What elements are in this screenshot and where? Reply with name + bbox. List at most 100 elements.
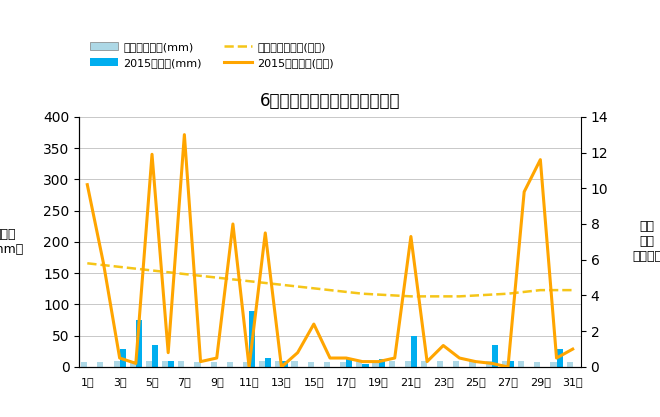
Bar xyxy=(195,362,201,367)
Bar xyxy=(292,361,298,367)
2015日照時間(時間) xyxy=(245,364,253,369)
2015日照時間(時間) xyxy=(440,343,447,348)
Bar xyxy=(437,361,444,367)
Bar xyxy=(275,361,281,367)
Y-axis label: 日照
時間
（時間）: 日照 時間 （時間） xyxy=(632,220,660,264)
日照時間平年値(時間) xyxy=(504,291,512,296)
2015日照時間(時間) xyxy=(423,359,431,364)
Bar xyxy=(508,361,514,367)
2015日照時間(時間) xyxy=(83,182,91,187)
Bar xyxy=(411,336,417,367)
Bar xyxy=(550,362,556,367)
日照時間平年値(時間) xyxy=(537,288,544,293)
日照時間平年値(時間) xyxy=(294,284,302,289)
Y-axis label: 降水量
（mm）: 降水量 （mm） xyxy=(0,228,24,256)
日照時間平年値(時間) xyxy=(245,279,253,284)
Bar xyxy=(162,361,168,367)
Bar xyxy=(129,361,136,367)
日照時間平年値(時間) xyxy=(180,271,188,276)
Bar xyxy=(346,359,352,367)
Bar xyxy=(243,362,249,367)
Bar xyxy=(405,361,411,367)
Bar xyxy=(486,361,492,367)
2015日照時間(時間) xyxy=(552,356,560,361)
Bar xyxy=(372,361,379,367)
Bar xyxy=(362,364,368,367)
日照時間平年値(時間) xyxy=(213,275,220,280)
2015日照時間(時間) xyxy=(229,221,237,226)
Bar xyxy=(502,361,508,367)
Title: 6月降水量・日照時間（日別）: 6月降水量・日照時間（日別） xyxy=(260,92,400,110)
Bar xyxy=(379,359,385,367)
Bar xyxy=(146,361,152,367)
Line: 2015日照時間(時間): 2015日照時間(時間) xyxy=(87,135,573,367)
2015日照時間(時間) xyxy=(488,361,496,366)
Bar xyxy=(259,361,265,367)
日照時間平年値(時間) xyxy=(148,268,156,273)
2015日照時間(時間) xyxy=(569,347,577,352)
2015日照時間(時間) xyxy=(375,359,383,364)
日照時間平年値(時間) xyxy=(229,277,237,282)
日照時間平年値(時間) xyxy=(552,288,560,293)
Bar xyxy=(534,362,541,367)
Bar xyxy=(265,358,271,367)
Bar xyxy=(227,362,233,367)
2015日照時間(時間) xyxy=(197,359,205,364)
2015日照時間(時間) xyxy=(115,356,123,361)
日照時間平年値(時間) xyxy=(391,293,399,298)
日照時間平年値(時間) xyxy=(423,294,431,299)
日照時間平年値(時間) xyxy=(100,263,108,268)
日照時間平年値(時間) xyxy=(132,266,140,271)
Bar xyxy=(340,362,347,367)
2015日照時間(時間) xyxy=(294,350,302,355)
日照時間平年値(時間) xyxy=(326,288,334,293)
Bar xyxy=(389,361,395,367)
日照時間平年値(時間) xyxy=(164,270,172,275)
Bar xyxy=(453,361,459,367)
Bar xyxy=(211,362,216,367)
2015日照時間(時間) xyxy=(213,356,220,361)
2015日照時間(時間) xyxy=(132,361,140,366)
日照時間平年値(時間) xyxy=(343,289,350,294)
Bar xyxy=(566,362,573,367)
2015日照時間(時間) xyxy=(407,234,415,239)
Bar xyxy=(249,311,255,367)
日照時間平年値(時間) xyxy=(569,288,577,293)
日照時間平年値(時間) xyxy=(358,291,366,296)
日照時間平年値(時間) xyxy=(277,282,285,287)
Bar xyxy=(168,361,174,367)
2015日照時間(時間) xyxy=(326,356,334,361)
Bar xyxy=(81,362,87,367)
Bar xyxy=(356,362,362,367)
Legend: 降水量平年値(mm), 2015降水量(mm), 日照時間平年値(時間), 2015日照時間(時間): 降水量平年値(mm), 2015降水量(mm), 日照時間平年値(時間), 20… xyxy=(90,42,334,68)
Bar xyxy=(518,361,524,367)
Bar xyxy=(136,320,142,367)
2015日照時間(時間) xyxy=(537,157,544,162)
2015日照時間(時間) xyxy=(504,364,512,369)
Bar xyxy=(556,349,563,367)
日照時間平年値(時間) xyxy=(440,294,447,299)
Bar xyxy=(152,345,158,367)
Bar xyxy=(469,361,476,367)
2015日照時間(時間) xyxy=(520,189,528,194)
2015日照時間(時間) xyxy=(100,261,108,266)
2015日照時間(時間) xyxy=(180,132,188,137)
2015日照時間(時間) xyxy=(358,359,366,364)
Bar xyxy=(324,362,330,367)
Bar xyxy=(308,362,313,367)
2015日照時間(時間) xyxy=(472,359,480,364)
Bar xyxy=(421,361,427,367)
日照時間平年値(時間) xyxy=(115,264,123,269)
2015日照時間(時間) xyxy=(277,364,285,369)
日照時間平年値(時間) xyxy=(261,281,269,286)
日照時間平年値(時間) xyxy=(310,286,317,291)
2015日照時間(時間) xyxy=(148,152,156,157)
Bar xyxy=(492,345,498,367)
Line: 日照時間平年値(時間): 日照時間平年値(時間) xyxy=(87,263,573,296)
2015日照時間(時間) xyxy=(164,350,172,355)
日照時間平年値(時間) xyxy=(455,294,463,299)
2015日照時間(時間) xyxy=(261,231,269,236)
Bar xyxy=(114,361,119,367)
2015日照時間(時間) xyxy=(310,322,317,327)
日照時間平年値(時間) xyxy=(472,293,480,298)
